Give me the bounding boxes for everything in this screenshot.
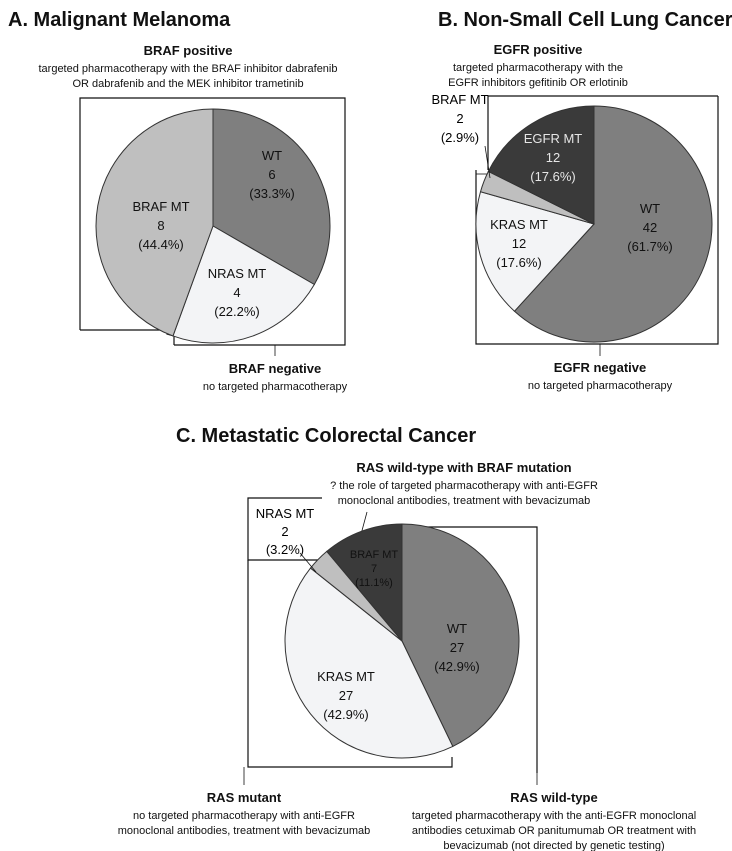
panel-c-label-braf-mt-name: BRAF MT xyxy=(350,549,399,561)
panel-b-egfr-negative-title: EGFR negative xyxy=(554,360,646,375)
panel-b-egfr-positive-line-2: EGFR inhibitors gefitinib OR erlotinib xyxy=(448,77,628,89)
panel-c-slice-kras-mt xyxy=(284,567,454,759)
pie-colorectal: WT 27 (42.9%) KRAS MT 27 (42.9%) BRAF MT 7 (11.1… xyxy=(284,523,520,759)
panel-c-braf-mutation-line-1: ? the role of targeted pharmacotherapy w… xyxy=(330,480,598,492)
panel-c-nras-pointer xyxy=(299,552,317,573)
panel-c-ras-wildtype-line-3: bevacizumab (not directed by genetic tes… xyxy=(443,840,664,851)
panel-c-label-wt-pct: (42.9%) xyxy=(434,659,480,674)
panel-a-label-nras-mt-name: NRAS MT xyxy=(208,266,267,281)
panel-c-nras-outside-pct: (3.2%) xyxy=(266,542,304,557)
panel-a-slice-nras-mt xyxy=(172,225,316,344)
panel-a-braf-negative-line-1: no targeted pharmacotherapy xyxy=(203,381,348,393)
panel-c-title: C. Metastatic Colorectal Cancer xyxy=(176,425,476,447)
panel-b-label-egfr-mt-value: 12 xyxy=(546,150,560,165)
panel-a-braf-positive-bracket xyxy=(79,97,346,346)
pie-melanoma: WT 6 (33.3%) NRAS MT 4 (22.2%) BRAF MT 8 (44.4%) xyxy=(95,108,331,344)
panel-a-braf-positive-title: BRAF positive xyxy=(144,43,233,58)
panel-a-slice-wt xyxy=(212,108,331,286)
panel-a-braf-negative-title: BRAF negative xyxy=(229,361,321,376)
panel-c-braf-mutation-line-2: monoclonal antibodies, treatment with be… xyxy=(338,495,591,507)
panel-c-ras-mutant-bracket-lower xyxy=(247,560,453,768)
panel-a-braf-positive-line-1: targeted pharmacotherapy with the BRAF i… xyxy=(38,63,337,75)
panel-c-ras-wildtype-line-1: targeted pharmacotherapy with the anti-E… xyxy=(412,810,696,822)
pie-nsclc: WT 42 (61.7%) KRAS MT 12 (17.6%) EGFR MT 12 (17.… xyxy=(475,105,713,343)
panel-b-braf-pointer xyxy=(484,145,491,179)
panel-b-label-kras-mt-pct: (17.6%) xyxy=(496,255,542,270)
panel-c-slice-wt xyxy=(401,523,520,748)
panel-a-slice-braf-mt xyxy=(95,108,214,337)
panel-b-slice-kras-mt xyxy=(475,191,595,312)
panel-c-label-wt-name: WT xyxy=(447,621,467,636)
panel-c-label-kras-mt-pct: (42.9%) xyxy=(323,707,369,722)
panel-c-ras-wildtype-line-2: antibodies cetuximab OR panitumumab OR t… xyxy=(412,825,696,837)
panel-b-egfr-negative-bracket xyxy=(475,96,719,345)
panel-b-label-egfr-mt-pct: (17.6%) xyxy=(530,169,576,184)
panel-c-nras-outside-name: NRAS MT xyxy=(256,506,315,521)
panel-c-ras-wildtype-bracket xyxy=(402,526,538,773)
panel-b-braf-outside-value: 2 xyxy=(456,111,463,126)
panel-c-label-braf-mt-pct: (11.1%) xyxy=(355,577,393,589)
panel-a-braf-positive-line-2: OR dabrafenib and the MEK inhibitor tram… xyxy=(72,78,303,90)
panel-a-label-nras-mt-value: 4 xyxy=(233,285,240,300)
panel-b-title: B. Non-Small Cell Lung Cancer xyxy=(438,9,732,31)
panel-b-label-wt-pct: (61.7%) xyxy=(627,239,673,254)
panel-b-slice-wt xyxy=(513,105,713,343)
panel-a-title: A. Malignant Melanoma xyxy=(8,9,231,31)
panel-a-label-braf-mt-pct: (44.4%) xyxy=(138,237,184,252)
panel-c-slice-braf-mt xyxy=(326,523,403,643)
panel-a-label-wt-pct: (33.3%) xyxy=(249,186,295,201)
panel-b-egfr-positive-title: EGFR positive xyxy=(494,42,583,57)
panel-c-label-kras-mt-value: 27 xyxy=(339,688,353,703)
panel-a-label-nras-mt-pct: (22.2%) xyxy=(214,304,260,319)
panel-a-label-braf-mt-name: BRAF MT xyxy=(132,199,189,214)
panel-b-slice-egfr-mt xyxy=(487,105,595,225)
panel-b-label-kras-mt-value: 12 xyxy=(512,236,526,251)
panel-b-label-egfr-mt-name: EGFR MT xyxy=(524,131,583,146)
panel-b-braf-outside-pct: (2.9%) xyxy=(441,130,479,145)
panel-a-label-wt-value: 6 xyxy=(268,167,275,182)
panel-b-egfr-positive-bracket xyxy=(487,95,718,170)
panel-b-label-kras-mt-name: KRAS MT xyxy=(490,217,548,232)
panel-b-egfr-positive-line-1: targeted pharmacotherapy with the xyxy=(453,62,623,74)
panel-c-ras-mutant-line-2: monoclonal antibodies, treatment with be… xyxy=(118,825,371,837)
panel-c-ras-mutant-bracket xyxy=(247,497,322,561)
panel-b-egfr-negative-line-1: no targeted pharmacotherapy xyxy=(528,380,673,392)
panel-c-ras-mutant-title: RAS mutant xyxy=(207,790,282,805)
panel-a-label-braf-mt-value: 8 xyxy=(157,218,164,233)
panel-c-nras-outside-value: 2 xyxy=(281,524,288,539)
panel-a-braf-negative-bracket xyxy=(80,329,175,345)
panel-c-ras-wildtype-title: RAS wild-type xyxy=(510,790,597,805)
panel-b-label-wt-value: 42 xyxy=(643,220,657,235)
panel-c-braf-mutation-title: RAS wild-type with BRAF mutation xyxy=(356,460,571,475)
panel-b-label-wt-name: WT xyxy=(640,201,660,216)
panel-b-braf-outside-name: BRAF MT xyxy=(431,92,488,107)
panel-a-label-wt-name: WT xyxy=(262,148,282,163)
panel-c-label-braf-mt-value: 7 xyxy=(371,563,377,575)
panel-c-label-kras-mt-name: KRAS MT xyxy=(317,669,375,684)
panel-c-label-wt-value: 27 xyxy=(450,640,464,655)
panel-c-ras-mutant-line-1: no targeted pharmacotherapy with anti-EG… xyxy=(133,810,355,822)
